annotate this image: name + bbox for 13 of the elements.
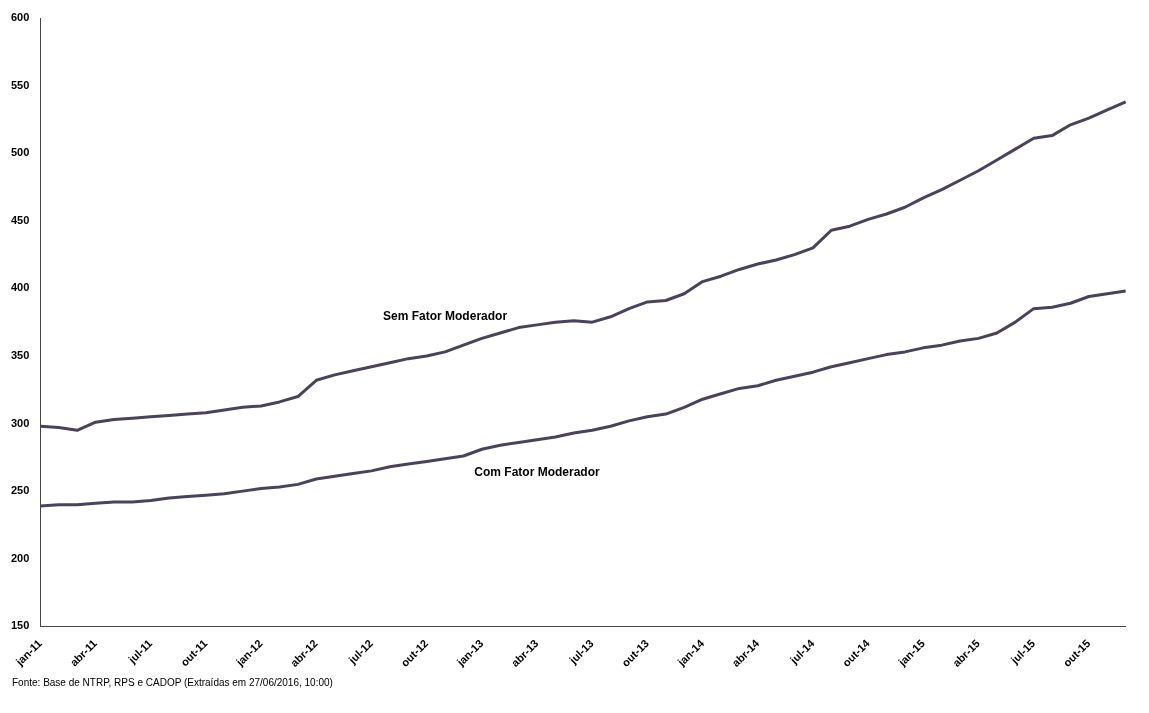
y-tick-label: 600 [10,11,30,24]
y-tick-label: 400 [10,281,30,294]
y-tick-label: 300 [10,416,30,429]
source-note: Fonte: Base de NTRP, RPS e CADOP (Extraídas em 27/06/2016, 10:00) [12,677,334,688]
y-tick-label: 150 [10,619,30,632]
y-tick-label: 550 [10,78,30,91]
y-tick-label: 500 [10,146,30,159]
y-tick-label: 250 [10,484,30,497]
series-label: Sem Fator Moderador [383,308,508,323]
y-tick-label: 200 [10,551,30,564]
y-tick-label: 450 [10,213,30,226]
series-label: Com Fator Moderador [474,464,601,479]
y-tick-label: 350 [10,348,30,361]
